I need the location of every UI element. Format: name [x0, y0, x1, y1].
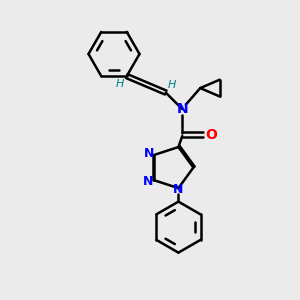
Text: H: H	[168, 80, 176, 90]
Text: H: H	[116, 80, 124, 89]
Text: O: O	[205, 128, 217, 142]
Text: N: N	[176, 102, 188, 116]
Text: N: N	[144, 147, 154, 160]
Text: N: N	[173, 183, 184, 196]
Text: N: N	[143, 175, 154, 188]
